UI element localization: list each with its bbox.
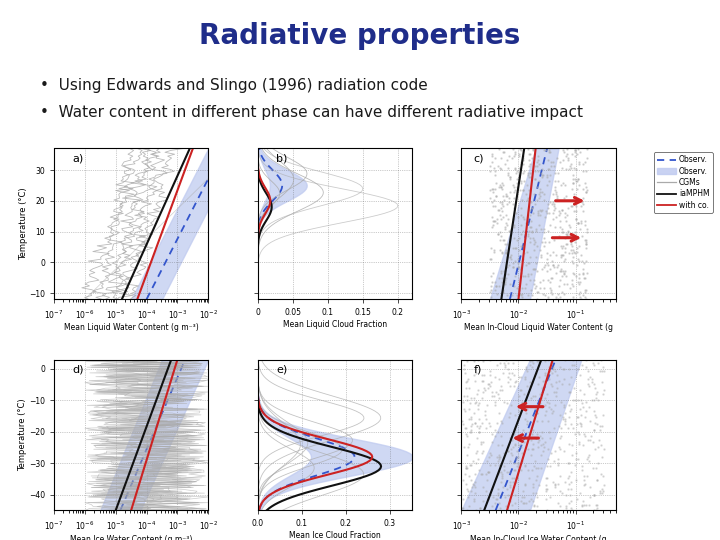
Text: Radiative properties: Radiative properties	[199, 22, 521, 50]
Y-axis label: Temperature (°C): Temperature (°C)	[19, 399, 27, 471]
Text: f): f)	[474, 364, 482, 374]
Text: a): a)	[73, 153, 84, 163]
X-axis label: Mean Liquid Water Content (g m⁻³): Mean Liquid Water Content (g m⁻³)	[64, 323, 199, 333]
Text: b): b)	[276, 153, 287, 163]
X-axis label: Mean Ice Water Content (g m⁻³): Mean Ice Water Content (g m⁻³)	[70, 535, 192, 540]
X-axis label: Mean Ice Cloud Fraction: Mean Ice Cloud Fraction	[289, 531, 381, 540]
Legend: Observ., Observ., CGMs, iaMPHM, with co.: Observ., Observ., CGMs, iaMPHM, with co.	[654, 152, 713, 213]
Text: d): d)	[73, 364, 84, 374]
Text: e): e)	[276, 364, 287, 374]
X-axis label: Mean In-Cloud Liquid Water Content (g: Mean In-Cloud Liquid Water Content (g	[464, 323, 613, 333]
Text: c): c)	[474, 153, 484, 163]
X-axis label: Mean Liquid Cloud Fraction: Mean Liquid Cloud Fraction	[283, 320, 387, 329]
Y-axis label: Temperature (°C): Temperature (°C)	[19, 187, 27, 260]
Text: •  Using Edwards and Slingo (1996) radiation code: • Using Edwards and Slingo (1996) radiat…	[40, 78, 428, 93]
Text: •  Water content in different phase can have different radiative impact: • Water content in different phase can h…	[40, 105, 582, 120]
X-axis label: Mean In-Cloud Ice Water Content (g: Mean In-Cloud Ice Water Content (g	[470, 535, 607, 540]
